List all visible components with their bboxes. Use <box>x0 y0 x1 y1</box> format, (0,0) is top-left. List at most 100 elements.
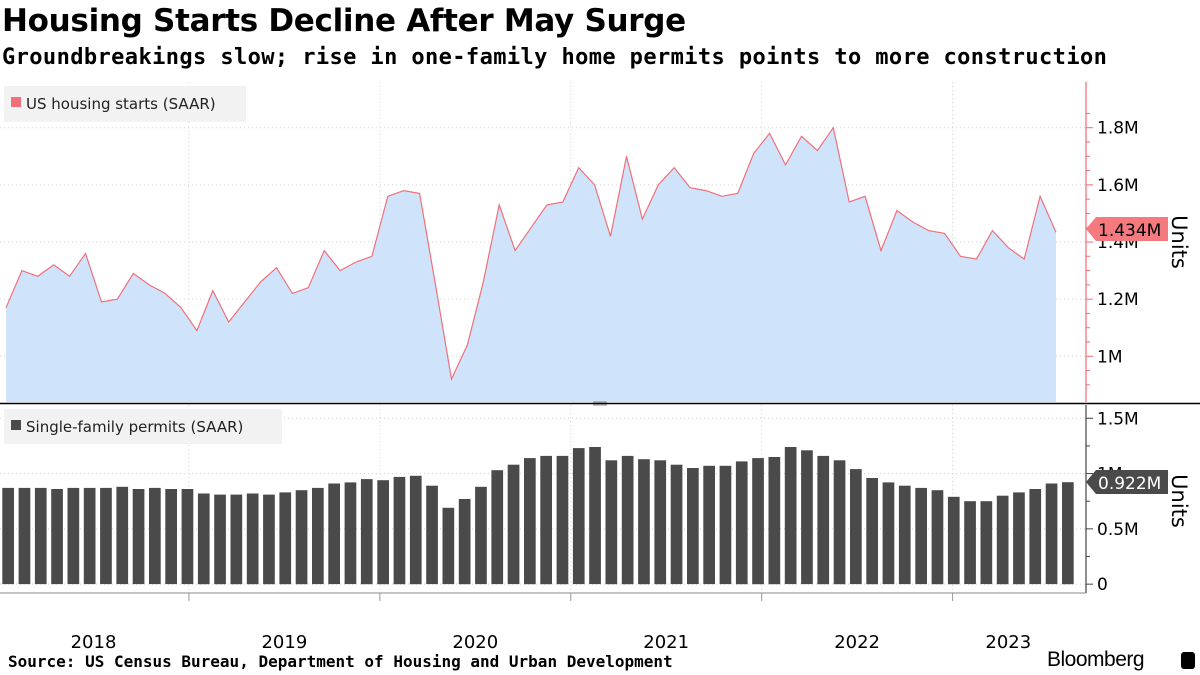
permits-latest-badge: 0.922M <box>1086 470 1168 494</box>
permit-bar <box>507 464 520 585</box>
permit-bar <box>964 501 976 585</box>
starts-y-axis-label: Units <box>1167 215 1191 269</box>
chart-title: Housing Starts Decline After May Surge <box>2 3 686 39</box>
source-note: Source: US Census Bureau, Department of … <box>8 652 673 671</box>
permit-bar <box>703 465 715 585</box>
permit-bar <box>263 494 275 585</box>
permit-bar <box>312 487 324 585</box>
permit-bar <box>572 448 585 585</box>
permit-bar <box>654 460 667 585</box>
permits-legend: Single-family permits (SAAR) <box>4 409 282 444</box>
permit-bar <box>83 487 96 585</box>
permits-legend-swatch <box>11 420 21 430</box>
permit-bar <box>181 489 194 585</box>
permits-y-axis-label: Units <box>1167 474 1191 528</box>
permit-bar <box>784 447 797 585</box>
permit-bar <box>279 492 292 585</box>
permit-bar <box>409 475 422 585</box>
permit-bar <box>850 469 862 585</box>
permit-bar <box>931 490 944 585</box>
bloomberg-logo-mark <box>1181 652 1195 669</box>
permit-bar <box>149 487 161 585</box>
chart-subtitle: Groundbreakings slow; rise in one-family… <box>2 45 1108 70</box>
permit-bar <box>801 450 813 585</box>
permit-bar <box>1045 483 1058 585</box>
permit-bar <box>882 482 895 585</box>
permit-bar <box>67 487 80 585</box>
permit-bar <box>246 493 259 585</box>
permit-bar <box>18 487 31 585</box>
permit-bar <box>442 507 455 585</box>
permit-bar <box>540 455 552 585</box>
year-label: 2019 <box>261 632 307 653</box>
permit-bar <box>393 476 406 585</box>
starts-latest-value: 1.434M <box>1098 221 1161 241</box>
permit-bar <box>947 496 960 585</box>
permit-bar <box>915 487 927 585</box>
starts-legend: US housing starts (SAAR) <box>4 86 246 122</box>
permit-bar <box>100 487 112 585</box>
permit-bar <box>116 486 129 585</box>
permits-y-tick-label: 0 <box>1097 575 1108 595</box>
starts-y-tick-label: 1.8M <box>1097 119 1139 139</box>
permit-bar <box>230 494 243 585</box>
axes <box>0 82 1200 594</box>
starts-y-tick-label: 1M <box>1097 347 1122 367</box>
year-label: 2020 <box>452 632 498 653</box>
bloomberg-logo: Bloomberg <box>1047 648 1145 671</box>
permits-latest-value: 0.922M <box>1098 474 1161 494</box>
starts-y-tick-labels: 1M1.2M1.4M1.6M1.8M <box>1097 119 1139 368</box>
permits-y-tick-label: 0.5M <box>1097 520 1139 540</box>
year-label: 2021 <box>643 632 689 653</box>
permit-bar <box>1013 492 1025 585</box>
permits-legend-label: Single-family permits (SAAR) <box>26 418 243 436</box>
permit-bar <box>1029 489 1042 585</box>
permit-bar <box>866 478 878 585</box>
permit-bar <box>377 480 389 585</box>
permit-bar <box>833 460 846 585</box>
permit-bars <box>2 447 1074 585</box>
permits-y-tick-label: 1.5M <box>1097 409 1139 429</box>
starts-y-tick-label: 1.6M <box>1097 176 1139 196</box>
permit-bar <box>687 468 699 585</box>
starts-latest-badge: 1.434M <box>1086 217 1168 241</box>
permit-bar <box>328 483 340 585</box>
permit-bar <box>817 455 830 585</box>
permit-bar <box>360 479 373 585</box>
permit-bar <box>165 489 177 585</box>
x-axis-year-labels: 2018 2019 2020 2021 2022 2023 <box>71 593 1031 653</box>
permit-bar <box>605 460 618 585</box>
permit-bar <box>556 455 569 585</box>
permit-bar <box>621 455 634 585</box>
permit-bar <box>426 485 438 585</box>
permit-bar <box>51 489 63 585</box>
permit-bar <box>132 489 145 585</box>
year-label: 2022 <box>834 632 880 653</box>
permits-y-tick-labels: 00.5M1M1.5M <box>1097 409 1139 595</box>
permit-bar <box>2 487 14 585</box>
permit-bar <box>197 493 210 585</box>
panel-resize-handle[interactable] <box>593 401 607 406</box>
permit-bar <box>475 486 487 585</box>
permit-bar <box>524 458 536 585</box>
permit-bar <box>34 487 47 585</box>
starts-legend-swatch <box>11 97 21 107</box>
permits-latest-badge-shape <box>1086 470 1168 494</box>
permit-bar <box>491 470 504 585</box>
permit-bar <box>344 482 357 585</box>
permit-bar <box>1062 482 1074 585</box>
permit-bar <box>295 490 308 585</box>
permits-legend-background <box>4 409 282 444</box>
starts-area-fill <box>6 127 1056 402</box>
starts-y-tick-label: 1.2M <box>1097 290 1139 310</box>
permit-bar <box>719 465 732 585</box>
permit-bar <box>980 501 993 585</box>
permit-bar <box>898 485 911 585</box>
starts-legend-label: US housing starts (SAAR) <box>26 95 216 113</box>
permit-bar <box>752 458 764 585</box>
housing-starts-area <box>5 126 1057 402</box>
starts-latest-badge-shape <box>1086 217 1168 241</box>
year-label: 2018 <box>71 632 117 653</box>
year-label: 2023 <box>985 632 1031 653</box>
